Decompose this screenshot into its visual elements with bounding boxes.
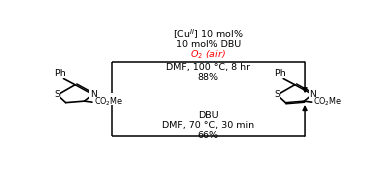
Text: 66%: 66% — [198, 131, 219, 140]
Text: 10 mol% DBU: 10 mol% DBU — [176, 40, 241, 49]
Text: CO$_2$Me: CO$_2$Me — [313, 96, 343, 108]
Text: DBU: DBU — [198, 111, 219, 120]
Text: O$_2$ (air): O$_2$ (air) — [191, 48, 226, 60]
Text: S: S — [54, 90, 60, 100]
Text: Ph: Ph — [54, 68, 66, 78]
Text: N: N — [309, 90, 316, 99]
Text: CO$_2$Me: CO$_2$Me — [94, 96, 123, 108]
Text: Ph: Ph — [274, 68, 286, 78]
Text: N: N — [90, 90, 96, 99]
Text: DMF, 100 °C, 8 hr: DMF, 100 °C, 8 hr — [166, 63, 251, 72]
Text: 88%: 88% — [198, 73, 219, 82]
Text: S: S — [274, 90, 280, 100]
Text: [Cu$^{\mathit{II}}$] 10 mol%: [Cu$^{\mathit{II}}$] 10 mol% — [173, 28, 244, 41]
Text: DMF, 70 °C, 30 min: DMF, 70 °C, 30 min — [162, 121, 254, 130]
